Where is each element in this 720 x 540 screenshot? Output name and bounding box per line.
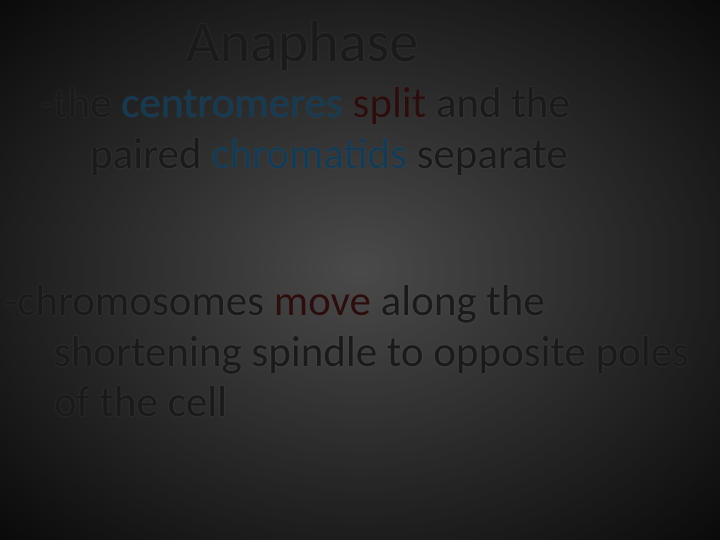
- bullet-1-prefix: -the: [40, 76, 121, 129]
- bullet-1-keyword-centromeres: centromeres: [121, 76, 343, 129]
- bullet-2-mid1: along the: [371, 274, 545, 327]
- bullet-1-mid1: [343, 76, 353, 129]
- slide-title: Anaphase: [186, 6, 418, 77]
- bullet-2: -chromosomes move along the shortening s…: [4, 276, 700, 428]
- bullet-2-keyword-move: move: [274, 274, 371, 327]
- bullet-1-line2-post: separate: [407, 127, 568, 180]
- bullet-1-keyword-split: split: [353, 76, 427, 129]
- bullet-1-mid2: and the: [426, 76, 570, 129]
- bullet-1: -the centromeres split and the paired ch…: [40, 78, 690, 179]
- bullet-1-line2: paired chromatids separate: [40, 129, 690, 180]
- bullet-1-line2-pre: paired: [90, 127, 211, 180]
- bullet-1-keyword-chromatids: chromatids: [211, 127, 407, 180]
- slide: Anaphase -the centromeres split and the …: [0, 0, 720, 540]
- bullet-2-line3: of the cell: [4, 377, 700, 428]
- bullet-2-prefix: -chromosomes: [4, 274, 274, 327]
- bullet-2-line2: shortening spindle to opposite poles: [4, 327, 700, 378]
